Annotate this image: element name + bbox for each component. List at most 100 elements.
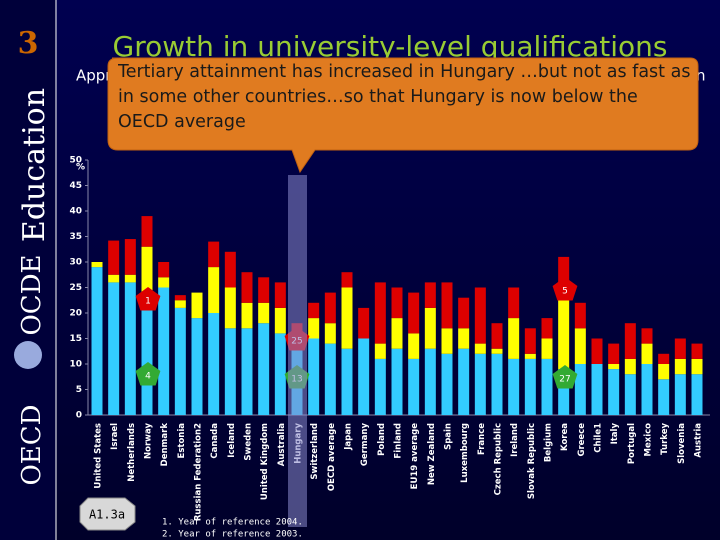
bar-segment: [574, 328, 586, 364]
bar-segment: [508, 318, 520, 359]
bar-segment: [124, 274, 136, 283]
bar-segment: [408, 333, 420, 359]
bar-segment: [224, 251, 236, 288]
rank-label: 5: [562, 287, 568, 297]
bar-segment: [558, 369, 570, 415]
y-tick-label: 25: [69, 283, 82, 293]
bar-segment: [374, 343, 386, 359]
bar-segment: [274, 282, 286, 308]
x-tick-label: Australia: [277, 423, 287, 467]
y-tick-label: 5: [76, 385, 82, 395]
bar-segment: [208, 313, 220, 415]
bar-segment: [108, 282, 120, 415]
bar-segment: [691, 374, 703, 415]
bar-segment: [674, 358, 686, 375]
bar-segment: [108, 274, 120, 283]
subtitle-left: Appr: [76, 67, 112, 85]
bar-segment: [308, 302, 320, 319]
bar-segment: [491, 323, 503, 349]
y-tick-label: 30: [69, 258, 82, 268]
bar-segment: [341, 272, 353, 288]
callout-text: Tertiary attainment has increased in Hun…: [118, 62, 691, 132]
x-tick-label: Estonia: [177, 423, 187, 459]
y-tick-label: 40: [69, 207, 82, 217]
rank-shape: [552, 365, 578, 389]
x-tick-label: Portugal: [627, 423, 637, 464]
x-tick-label: Ireland: [510, 423, 520, 457]
x-tick-label: Canada: [210, 423, 220, 459]
bar-segment: [141, 297, 153, 415]
bar-segment: [641, 343, 653, 364]
x-tick-label: Italy: [610, 423, 620, 445]
rank-shape: [135, 362, 161, 386]
subtitle-right: n: [696, 67, 706, 85]
bar-segment: [624, 374, 636, 415]
y-axis-label: %: [76, 163, 85, 173]
bar-segment: [324, 292, 336, 324]
bar-segment: [441, 282, 453, 329]
bar-segment: [408, 358, 420, 415]
bar-segment: [191, 292, 203, 319]
bar-segment: [258, 277, 270, 303]
x-tick-label: Iceland: [227, 423, 237, 458]
x-tick-label: United Kingdom: [260, 423, 270, 500]
x-tick-label: Denmark: [160, 423, 170, 467]
bar-segment: [208, 241, 220, 268]
bar-segment: [274, 333, 286, 415]
bar-segment: [341, 348, 353, 415]
bar-segment: [424, 307, 436, 349]
bar-segment: [358, 338, 370, 415]
x-tick-label: Slovak Republic: [527, 423, 537, 499]
bar-segment: [474, 343, 486, 354]
bar-segment: [674, 338, 686, 359]
x-tick-label: France: [477, 423, 487, 455]
rank-label: 1: [145, 297, 151, 307]
x-tick-label: Luxembourg: [460, 423, 470, 483]
oecd-logo: OECD: [17, 404, 47, 485]
x-tick-label: Russian Federation2: [194, 423, 204, 521]
bar-segment: [108, 240, 120, 275]
bar-segment: [424, 348, 436, 415]
bar-segment: [458, 297, 470, 329]
sidebar: [0, 0, 56, 540]
bar-segment: [541, 318, 553, 339]
bar-segment: [358, 307, 370, 339]
y-tick-label: 0: [76, 411, 82, 421]
footnote: 1. Year of reference 2004.: [162, 518, 303, 528]
x-tick-label: OECD average: [327, 423, 337, 491]
bar-segment: [491, 353, 503, 415]
x-tick-label: Norway: [144, 423, 154, 459]
bar-segment: [558, 256, 570, 283]
bar-segment: [158, 287, 170, 415]
x-tick-label: Finland: [394, 423, 404, 459]
bar-segment: [158, 277, 170, 288]
x-tick-label: Sweden: [244, 423, 254, 461]
bar-segment: [524, 328, 536, 354]
bar-segment: [624, 358, 636, 375]
bar-segment: [458, 328, 470, 349]
rank-marker: 4: [135, 362, 161, 386]
x-tick-label: Spain: [444, 423, 454, 450]
rank-marker: 27: [552, 365, 578, 389]
bar-segment: [274, 307, 286, 334]
slide-number: 3: [18, 26, 39, 61]
y-tick-label: 10: [69, 360, 82, 370]
callout: Tertiary attainment has increased in Hun…: [118, 62, 691, 132]
bar-segment: [641, 364, 653, 415]
x-tick-label: Netherlands: [127, 423, 137, 482]
bar-segment: [658, 364, 670, 380]
bar-segment: [174, 300, 186, 308]
bar-segment: [541, 358, 553, 415]
bar-segment: [391, 348, 403, 415]
bar-segment: [308, 318, 320, 339]
bar-segment: [174, 307, 186, 415]
bar-segment: [191, 318, 203, 415]
bar-segment: [241, 302, 253, 329]
y-tick-label: 35: [69, 232, 82, 242]
bar-segment: [208, 267, 220, 313]
hungary-highlight: [288, 175, 307, 527]
bar-segment: [374, 282, 386, 344]
bar-segment: [591, 364, 603, 415]
badge: [79, 497, 136, 531]
